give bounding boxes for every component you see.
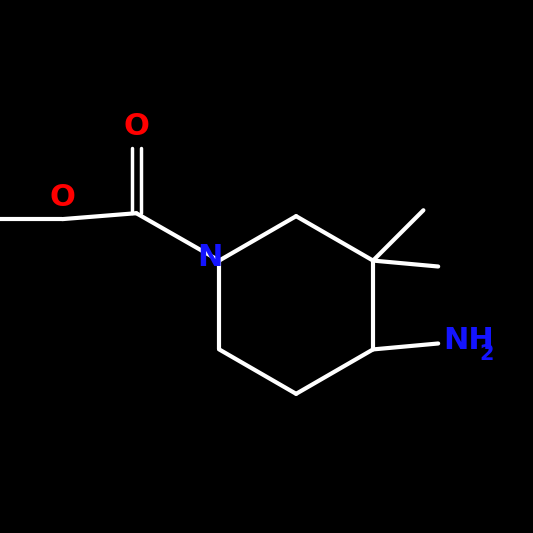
Text: O: O: [123, 112, 149, 141]
Text: O: O: [50, 183, 75, 212]
Text: NH: NH: [443, 326, 494, 355]
Text: 2: 2: [480, 344, 494, 364]
Text: N: N: [198, 243, 223, 272]
